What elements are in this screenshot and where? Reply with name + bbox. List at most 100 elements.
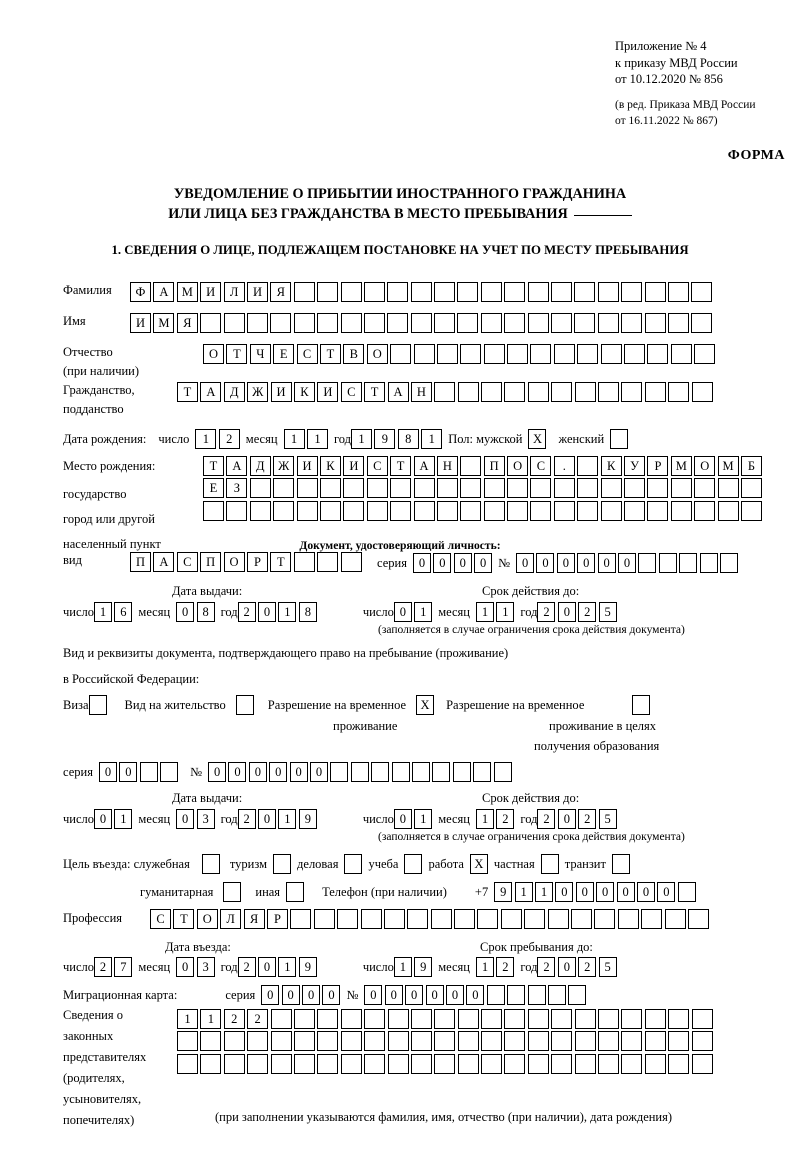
doc-number-boxes-cell[interactable] [658,553,677,573]
birthplace-row1-boxes-cell[interactable]: Н [436,456,458,476]
legal-row2-boxes-cell[interactable] [247,1031,269,1052]
legal-row1-boxes-cell[interactable] [410,1009,432,1029]
doc-series-boxes-cell[interactable]: 0 [474,553,493,573]
profession-boxes-cell[interactable]: О [196,909,218,929]
profession-boxes-cell[interactable] [687,909,709,929]
legal-row3-boxes-cell[interactable] [177,1053,198,1074]
mcard-number-boxes-cell[interactable]: 0 [384,985,403,1005]
surname-boxes-cell[interactable]: И [246,282,268,302]
profession-boxes-cell[interactable] [454,909,476,929]
birthplace-row1-boxes-cell[interactable] [577,456,599,476]
birthplace-row3-boxes-cell[interactable] [670,500,692,521]
permit-valid-day-boxes-cell[interactable]: 0 [393,809,412,829]
checkbox-male[interactable]: X [528,429,547,449]
legal-row1-boxes-cell[interactable] [457,1009,479,1029]
legal-row3-boxes-cell[interactable] [340,1053,362,1074]
legal-row2-boxes-cell[interactable] [668,1031,690,1052]
surname-boxes-cell[interactable] [574,282,596,302]
legal-row3-boxes-cell[interactable] [551,1053,573,1074]
patronymic-boxes-cell[interactable]: Ч [249,344,271,364]
citizenship-boxes-cell[interactable]: И [317,382,339,402]
checkbox-temp-res[interactable]: X [416,695,435,715]
profession-boxes-cell[interactable] [360,909,382,929]
name-boxes-cell[interactable] [597,313,619,333]
mcard-number-boxes-cell[interactable]: 0 [445,985,464,1005]
doc-issue-month-boxes-cell[interactable]: 0 [176,602,195,622]
permit-issue-year-boxes-cell[interactable]: 9 [298,809,317,829]
surname-boxes-cell[interactable] [621,282,643,302]
legal-row3-boxes-cell[interactable] [644,1053,666,1074]
legal-row3-boxes-cell[interactable] [691,1053,713,1074]
birthplace-row3-boxes-cell[interactable] [226,500,248,521]
phone-boxes-cell[interactable] [677,882,696,902]
birthplace-row2-boxes-cell[interactable]: Е [203,478,224,499]
doctype-boxes-cell[interactable]: П [200,552,222,572]
surname-boxes-cell[interactable] [457,282,479,302]
legal-row3-boxes-cell[interactable] [574,1053,596,1074]
stay-month-boxes-cell[interactable]: 2 [496,957,515,977]
mcard-number-boxes-cell[interactable]: 0 [425,985,444,1005]
legal-row2-boxes-cell[interactable] [574,1031,596,1052]
citizenship-boxes-cell[interactable]: Т [177,382,198,402]
profession-boxes-cell[interactable]: Т [173,909,195,929]
patronymic-boxes-cell[interactable]: Т [319,344,341,364]
birthplace-row3-boxes-cell[interactable] [553,500,575,521]
doc-number-boxes-cell[interactable]: 0 [597,553,616,573]
permit-series-boxes-cell[interactable] [160,762,179,782]
citizenship-boxes-cell[interactable]: А [200,382,222,402]
doctype-boxes-cell[interactable]: А [153,552,175,572]
birthplace-row3-boxes-cell[interactable] [507,500,529,521]
profession-boxes-cell[interactable] [383,909,405,929]
legal-row1-boxes-cell[interactable] [387,1009,409,1029]
birthplace-row1-boxes-cell[interactable] [460,456,482,476]
doctype-boxes-cell[interactable]: Т [270,552,292,572]
profession-boxes-cell[interactable] [290,909,312,929]
citizenship-boxes-cell[interactable]: И [270,382,292,402]
birthplace-row1-boxes-cell[interactable]: М [717,456,739,476]
citizenship-boxes-cell[interactable] [574,382,596,402]
permit-number-boxes-cell[interactable] [493,762,512,782]
patronymic-boxes-cell[interactable] [530,344,552,364]
legal-row1-boxes-cell[interactable] [481,1009,503,1029]
legal-row3-boxes-cell[interactable] [293,1053,315,1074]
mcard-number-boxes-cell[interactable]: 0 [364,985,383,1005]
permit-number-boxes-cell[interactable]: 0 [248,762,267,782]
legal-row3-boxes-cell[interactable] [598,1053,620,1074]
patronymic-boxes-cell[interactable]: Т [226,344,248,364]
stay-day-boxes-cell[interactable]: 1 [393,957,412,977]
doc-valid-day-boxes-cell[interactable]: 1 [414,602,433,622]
birthplace-row2-boxes-cell[interactable] [740,478,762,499]
legal-row1-boxes-cell[interactable] [293,1009,315,1029]
surname-boxes-cell[interactable] [480,282,502,302]
surname-boxes-cell[interactable] [410,282,432,302]
birthplace-row1-boxes-cell[interactable]: М [670,456,692,476]
doc-number-boxes-cell[interactable] [719,553,738,573]
surname-boxes-cell[interactable] [434,282,456,302]
doc-number-boxes-cell[interactable] [699,553,718,573]
legal-row3-boxes-cell[interactable] [317,1053,339,1074]
citizenship-boxes-cell[interactable] [457,382,479,402]
stay-day-boxes-cell[interactable]: 9 [414,957,433,977]
mcard-series-boxes-cell[interactable]: 0 [281,985,300,1005]
legal-row3-boxes-cell[interactable] [247,1053,269,1074]
birth-year-boxes-cell[interactable]: 9 [374,429,396,449]
permit-number-boxes-cell[interactable] [411,762,430,782]
name-boxes-cell[interactable] [621,313,643,333]
permit-valid-year-boxes-cell[interactable]: 0 [557,809,576,829]
birth-year-boxes-cell[interactable]: 1 [351,429,373,449]
doc-number-boxes-cell[interactable]: 0 [536,553,555,573]
name-boxes-cell[interactable] [387,313,409,333]
doc-issue-day-boxes-cell[interactable]: 1 [94,602,113,622]
citizenship-boxes-cell[interactable] [434,382,456,402]
legal-row2-boxes-cell[interactable] [621,1031,643,1052]
mcard-series-boxes-cell[interactable]: 0 [261,985,280,1005]
doc-valid-year-boxes-cell[interactable]: 2 [537,602,556,622]
profession-boxes-cell[interactable]: Я [243,909,265,929]
name-boxes-cell[interactable]: Я [176,313,198,333]
citizenship-boxes-cell[interactable]: Н [410,382,432,402]
birthplace-row1-boxes-cell[interactable]: Д [249,456,271,476]
legal-row3-boxes-cell[interactable] [621,1053,643,1074]
name-boxes-cell[interactable] [551,313,573,333]
birthplace-row3-boxes-cell[interactable] [717,500,739,521]
profession-boxes-cell[interactable]: Р [266,909,288,929]
